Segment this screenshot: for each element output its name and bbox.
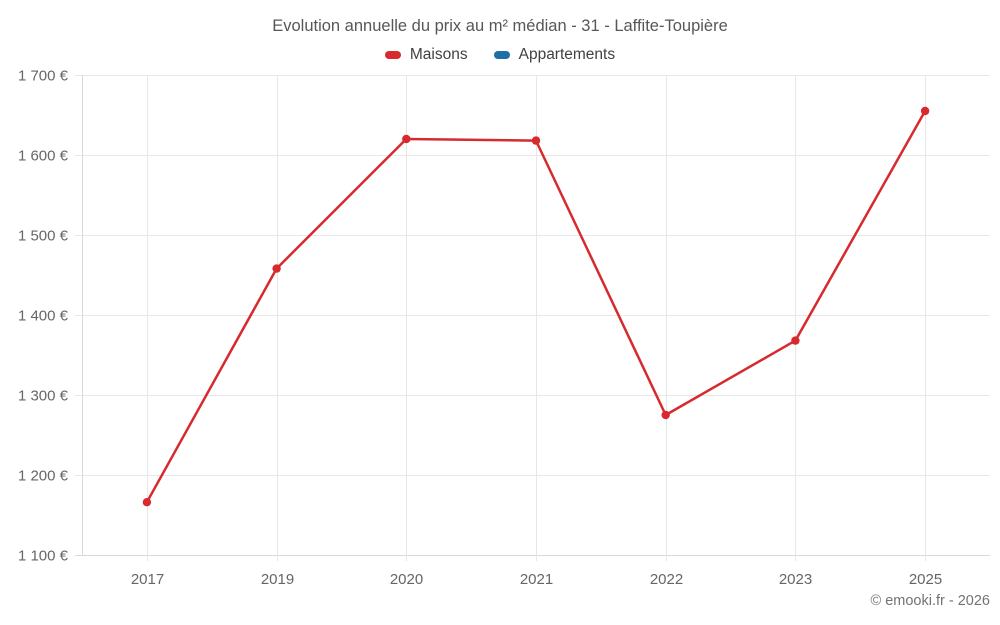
legend: Maisons Appartements: [0, 46, 1000, 64]
legend-swatch-maisons: [384, 51, 401, 59]
data-point-maisons-2019[interactable]: [272, 264, 281, 273]
y-axis-label-1200: 1 200 €: [18, 468, 69, 485]
y-axis-label-1300: 1 300 €: [18, 388, 69, 405]
y-axis-label-1600: 1 600 €: [18, 148, 69, 165]
chart-title: Evolution annuelle du prix au m² médian …: [272, 17, 728, 35]
x-axis-label-2019: 2019: [261, 571, 294, 588]
x-axis-label-2021: 2021: [520, 571, 553, 588]
x-axis-label-2023: 2023: [779, 571, 812, 588]
data-point-maisons-2020[interactable]: [402, 134, 411, 144]
x-axis-label-2017: 2017: [131, 571, 164, 588]
legend-swatch-appartements: [493, 51, 510, 59]
data-point-maisons-2022[interactable]: [661, 410, 670, 420]
gridlines: 1 100 € 1 200 € 1 300 € 1 400 € 1 500 € 1 600…: [18, 68, 990, 588]
y-axis-label-1400: 1 400 €: [18, 308, 69, 325]
y-axis-label-1700: 1 700 €: [18, 68, 69, 85]
y-axis-label-1100: 1 100 €: [18, 548, 69, 565]
legend-item-appartements[interactable]: Appartements: [493, 46, 616, 64]
series-maisons: [142, 106, 930, 507]
legend-item-maisons[interactable]: Maisons: [384, 46, 468, 64]
data-point-maisons-2023[interactable]: [791, 336, 800, 345]
data-point-maisons-2017[interactable]: [142, 498, 152, 507]
data-point-maisons-2025[interactable]: [920, 106, 930, 116]
y-axis-label-1500: 1 500 €: [18, 228, 69, 245]
legend-label-appartements: Appartements: [518, 46, 616, 63]
data-point-maisons-2021[interactable]: [531, 136, 541, 145]
x-axis-label-2022: 2022: [650, 571, 683, 588]
credit-text: © emooki.fr - 2026: [870, 593, 990, 609]
x-axis-label-2025: 2025: [909, 571, 942, 588]
legend-label-maisons: Maisons: [409, 46, 468, 63]
x-axis-label-2020: 2020: [390, 571, 423, 588]
